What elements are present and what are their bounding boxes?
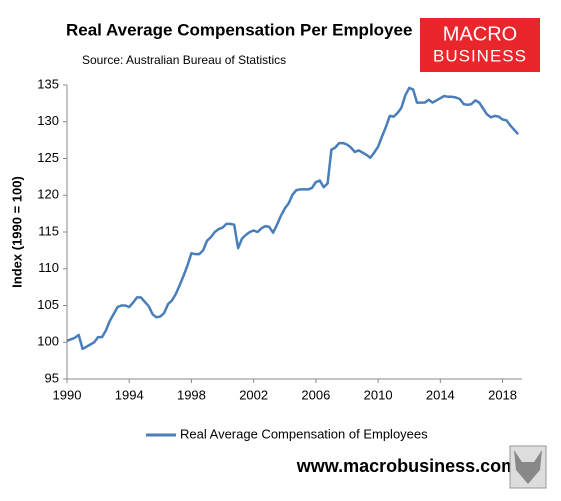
x-tick-label: 1990 <box>53 387 82 402</box>
y-axis-label: Index (1990 = 100) <box>9 176 24 288</box>
y-tick-label: 125 <box>37 150 59 165</box>
chart-title: Real Average Compensation Per Employee <box>66 20 412 39</box>
x-tick-label: 2014 <box>426 387 455 402</box>
y-tick-label: 100 <box>37 334 59 349</box>
logo-text: BUSINESS <box>433 46 527 65</box>
logo-text: MACRO <box>443 23 517 45</box>
logo-box <box>420 18 540 72</box>
legend-label: Real Average Compensation of Employees <box>180 426 428 441</box>
y-tick-label: 135 <box>37 76 59 91</box>
x-tick-label: 2010 <box>364 387 393 402</box>
x-tick-label: 2002 <box>239 387 268 402</box>
chart-subtitle: Source: Australian Bureau of Statistics <box>82 53 286 67</box>
y-tick-label: 120 <box>37 187 59 202</box>
x-tick-label: 2006 <box>301 387 330 402</box>
y-tick-label: 115 <box>38 223 59 238</box>
y-tick-label: 105 <box>37 297 59 312</box>
y-tick-label: 130 <box>37 113 59 128</box>
y-tick-label: 95 <box>45 370 59 385</box>
data-line <box>66 86 520 351</box>
y-tick-label: 110 <box>38 260 59 275</box>
footer: www.macrobusiness.com.au <box>296 456 543 476</box>
x-tick-label: 1994 <box>115 387 144 402</box>
x-tick-label: 1998 <box>177 387 206 402</box>
wolf-icon <box>514 450 542 484</box>
x-tick-label: 2018 <box>488 387 517 402</box>
